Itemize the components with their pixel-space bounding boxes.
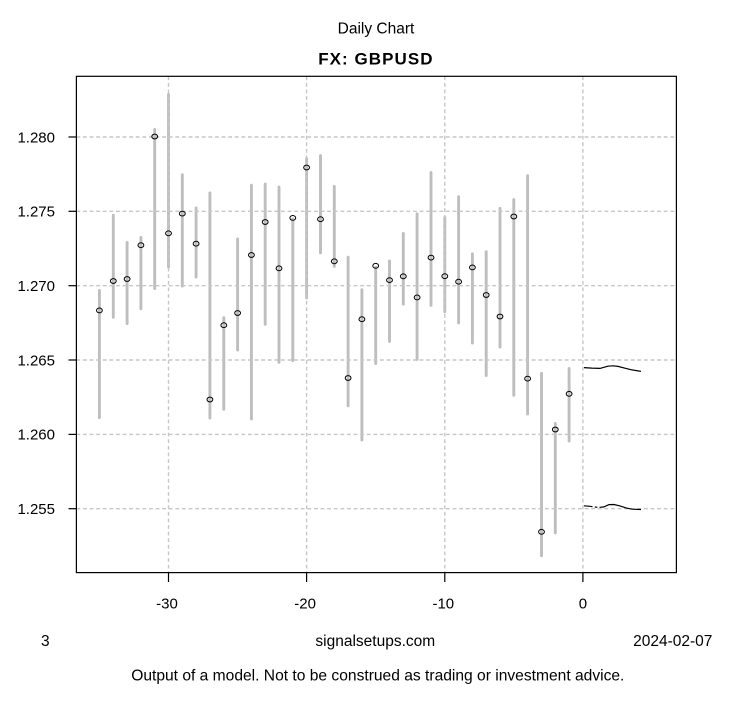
svg-text:1.275: 1.275 [17,204,55,221]
svg-text:Daily Chart: Daily Chart [338,21,415,38]
svg-text:1.255: 1.255 [17,501,55,518]
svg-text:1.260: 1.260 [17,427,55,444]
svg-text:0: 0 [579,595,587,612]
svg-text:-20: -20 [294,595,316,612]
svg-text:1.280: 1.280 [17,129,55,146]
svg-text:signalsetups.com: signalsetups.com [315,633,435,650]
svg-text:3: 3 [41,633,50,650]
svg-text:Output of a model. Not to be c: Output of a model. Not to be construed a… [131,668,624,685]
svg-text:2024-02-07: 2024-02-07 [633,633,712,650]
svg-text:-10: -10 [432,595,454,612]
svg-text:1.265: 1.265 [17,352,55,369]
svg-text:FX: GBPUSD: FX: GBPUSD [318,50,433,69]
svg-text:-30: -30 [156,595,178,612]
svg-text:1.270: 1.270 [17,278,55,295]
